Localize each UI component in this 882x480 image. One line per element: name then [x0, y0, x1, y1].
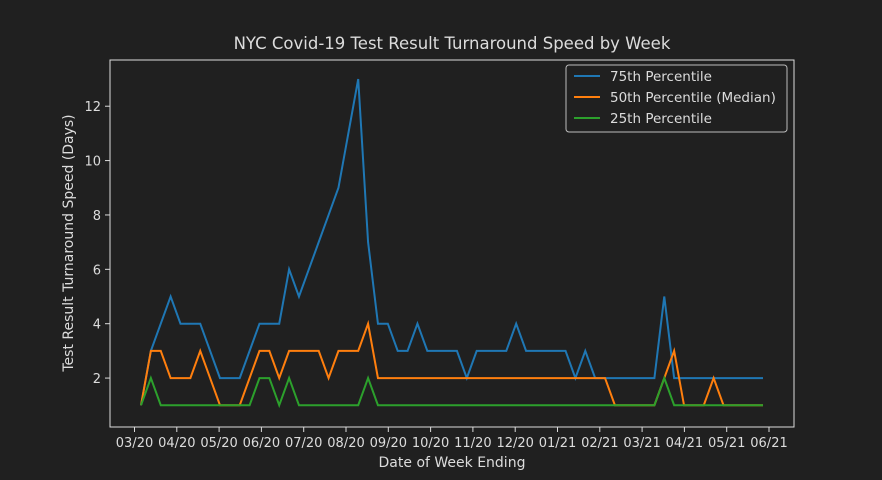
x-tick-label: 04/20 — [158, 436, 195, 451]
x-axis-label: Date of Week Ending — [379, 455, 526, 471]
y-tick-label: 12 — [84, 100, 101, 115]
y-tick-label: 6 — [93, 263, 101, 278]
x-tick-label: 03/20 — [116, 436, 153, 451]
series-line-25th-percentile — [140, 375, 763, 409]
x-tick-label: 09/20 — [370, 436, 407, 451]
legend-label-75th-percentile: 75th Percentile — [610, 69, 712, 85]
x-tick-label: 02/21 — [581, 436, 618, 451]
x-tick-label: 12/20 — [496, 436, 533, 451]
y-axis-label: Test Result Turnaround Speed (Days) — [61, 114, 77, 372]
x-tick-label: 05/20 — [200, 436, 237, 451]
x-axis-ticks: 03/20 04/20 05/20 06/20 07/20 08/20 09/20 10/20… — [116, 427, 788, 451]
y-tick-label: 4 — [93, 318, 101, 333]
x-tick-label: 06/20 — [243, 436, 280, 451]
x-tick-label: 01/21 — [539, 436, 576, 451]
y-tick-label: 2 — [93, 372, 101, 387]
legend-label-25th-percentile: 25th Percentile — [610, 111, 712, 127]
legend: 75th Percentile 50th Percentile (Median)… — [565, 64, 788, 133]
y-tick-label: 10 — [84, 155, 101, 170]
series-layer — [140, 78, 763, 409]
y-axis-ticks: 2 4 6 8 10 12 — [84, 100, 110, 387]
x-tick-label: 11/20 — [454, 436, 491, 451]
series-line-75th-percentile — [140, 78, 763, 406]
chart-title: NYC Covid-19 Test Result Turnaround Spee… — [234, 34, 671, 53]
x-tick-label: 10/20 — [412, 436, 449, 451]
y-tick-label: 8 — [93, 209, 101, 224]
x-tick-label: 07/20 — [285, 436, 322, 451]
x-tick-label: 08/20 — [327, 436, 364, 451]
x-tick-label: 03/21 — [623, 436, 660, 451]
x-tick-label: 04/21 — [666, 436, 703, 451]
legend-label-50th-percentile: 50th Percentile (Median) — [610, 90, 776, 106]
legend-box — [565, 64, 788, 133]
x-tick-label: 05/21 — [708, 436, 745, 451]
x-tick-label: 06/21 — [750, 436, 787, 451]
